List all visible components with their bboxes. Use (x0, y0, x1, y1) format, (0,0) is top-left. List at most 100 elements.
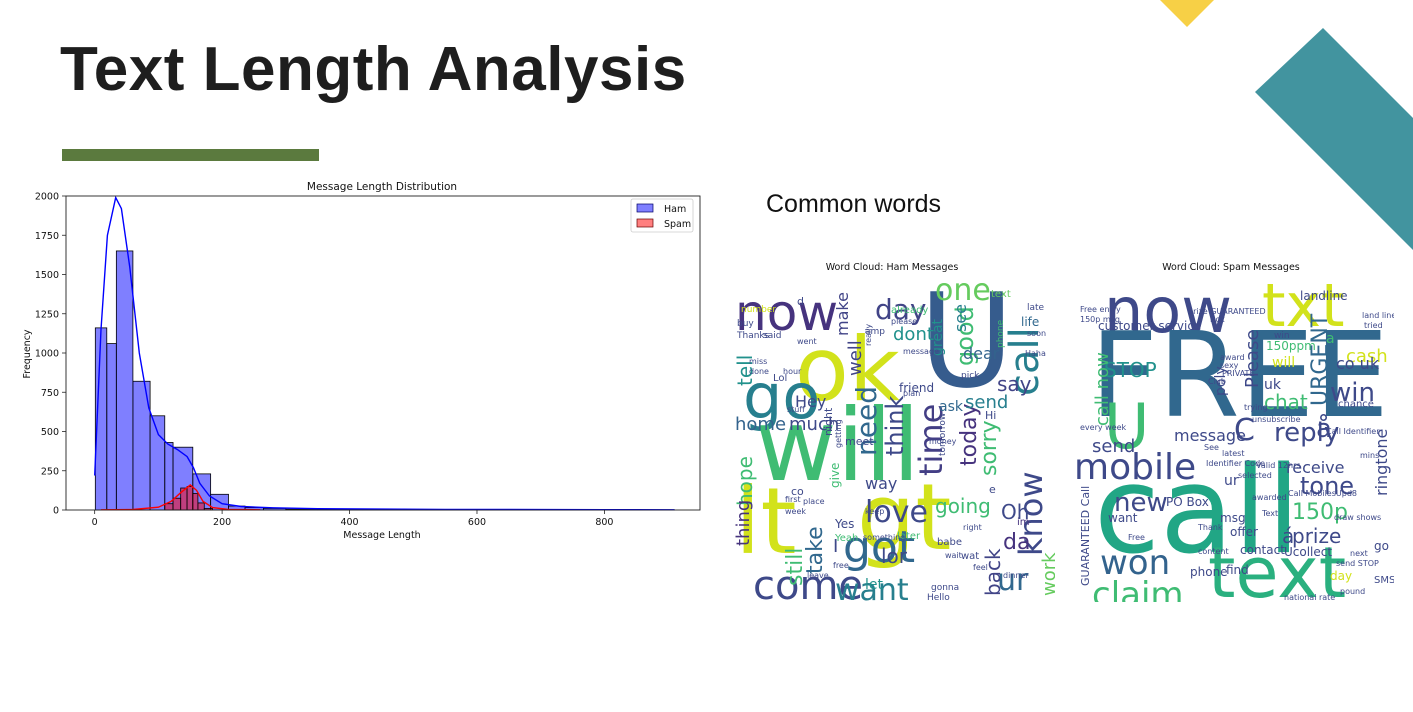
y-tick-label: 0 (53, 506, 59, 517)
ham-word: well (845, 340, 866, 376)
ham-word: co (791, 485, 804, 498)
ham-word: dear (963, 344, 1000, 363)
spam-word: phone (1190, 565, 1228, 579)
spam-word: ur (1224, 473, 1239, 489)
ham-word: much (789, 414, 840, 435)
spam-word: go (1374, 539, 1389, 553)
spam-word: day (1330, 569, 1353, 583)
ham-word: something (863, 533, 906, 542)
ham-word: going (935, 494, 991, 518)
ham-word: send (965, 392, 1009, 413)
spam-word: want (1108, 511, 1138, 525)
spam-word: tone (1300, 472, 1355, 500)
spam-word: Please (1242, 329, 1263, 388)
ham-word: come (753, 563, 864, 602)
spam-word: See (1204, 443, 1219, 452)
spam-word: co uk (1336, 354, 1380, 373)
spam-word: 150ppm (1266, 339, 1316, 353)
legend-label-spam: Spam (664, 219, 691, 230)
ham-word: stuff (787, 405, 805, 414)
spam-word: pound (1340, 587, 1366, 596)
ham-word: da (1003, 530, 1031, 555)
ham-word: got (843, 522, 916, 573)
spam-word: call (1094, 442, 1301, 581)
ham-word: let (865, 577, 883, 593)
ham-word: give (828, 462, 842, 488)
ham-word: feel (973, 563, 988, 572)
spam-word: content (1198, 547, 1229, 556)
spam-word: å (1316, 414, 1332, 444)
spam-word: next (1350, 549, 1368, 558)
ham-word: babe (937, 537, 962, 548)
ham-word: Hello (927, 593, 950, 603)
ham-word: Yeah (835, 533, 859, 544)
ham-word: dont (893, 324, 934, 345)
ham-word: ok (795, 318, 900, 421)
ham-word: sorry (977, 420, 1002, 476)
y-tick-label: 1500 (35, 270, 59, 281)
ham-word: way (865, 474, 898, 493)
ham-word: free (833, 561, 849, 570)
spam-word: PO Box (1166, 495, 1209, 509)
ham-word: amp (865, 327, 885, 337)
spam-word: Ucollect (1284, 545, 1333, 559)
spam-histogram-bar (164, 503, 174, 511)
ham-word: d (797, 295, 804, 308)
spam-word: text (1208, 532, 1347, 602)
ham-word: wat (961, 551, 980, 562)
chart-title: Message Length Distribution (307, 181, 457, 193)
spam-word: C (1234, 413, 1255, 448)
ham-word: text (991, 289, 1011, 300)
x-tick-label: 0 (92, 517, 98, 528)
ham-word: late (1027, 303, 1045, 313)
ham-word: week (785, 507, 807, 516)
spam-histogram-bar (172, 497, 182, 511)
spam-word: txt (1262, 276, 1345, 341)
ham-word: lt (735, 468, 797, 575)
ham-word: Hi (985, 409, 997, 422)
ham-word: think (881, 395, 909, 456)
ham-word: later (897, 531, 921, 542)
ham-word: ur (997, 563, 1029, 598)
spam-word: tried (1364, 321, 1383, 330)
ham-word: said (763, 331, 782, 341)
y-tick-label: 1750 (35, 231, 59, 242)
ham-word: take (803, 526, 828, 574)
ham-word: want (835, 573, 909, 603)
spam-word: U (1104, 390, 1150, 463)
x-tick-label: 800 (595, 517, 613, 528)
ham-word: go (743, 360, 821, 433)
x-tick-label: 200 (213, 517, 231, 528)
ham-word: leave (807, 571, 829, 580)
ham-word: Lol (773, 373, 788, 384)
yellow-triangle-shape (1160, 0, 1214, 27)
spam-word: sexy (1220, 361, 1239, 370)
y-axis-label: Frequency (22, 329, 33, 378)
section-label-common-words: Common words (766, 190, 942, 218)
ham-word: keep (865, 507, 885, 516)
spam-word: cash (1346, 346, 1388, 367)
spam-word: mins (1360, 451, 1380, 460)
spam-word: claim (1092, 575, 1184, 602)
ham-word: say (997, 372, 1032, 396)
ham-wordcloud-title: Word Cloud: Ham Messages (825, 262, 959, 273)
ham-histogram-bar (115, 250, 134, 511)
ham-word: U (919, 276, 1015, 417)
spam-word: FREE (1090, 306, 1389, 444)
ham-word: wait (945, 551, 962, 560)
ham-word: first (785, 495, 801, 504)
spam-word: chance (1338, 399, 1374, 410)
ham-word: life (1021, 315, 1040, 329)
ham-word: number (741, 305, 777, 315)
spam-word: Identifier Code (1206, 459, 1266, 468)
ham-word: hope (735, 456, 757, 506)
spam-word: Call Identifier (1326, 427, 1380, 436)
spam-word: chat (1264, 390, 1308, 414)
spam-word: latest (1222, 449, 1245, 458)
ham-word: make (833, 292, 852, 336)
y-tick-label: 1250 (35, 309, 59, 320)
ham-word: day (875, 293, 927, 326)
x-tick-label: 600 (468, 517, 486, 528)
ham-word: hour (783, 367, 802, 376)
